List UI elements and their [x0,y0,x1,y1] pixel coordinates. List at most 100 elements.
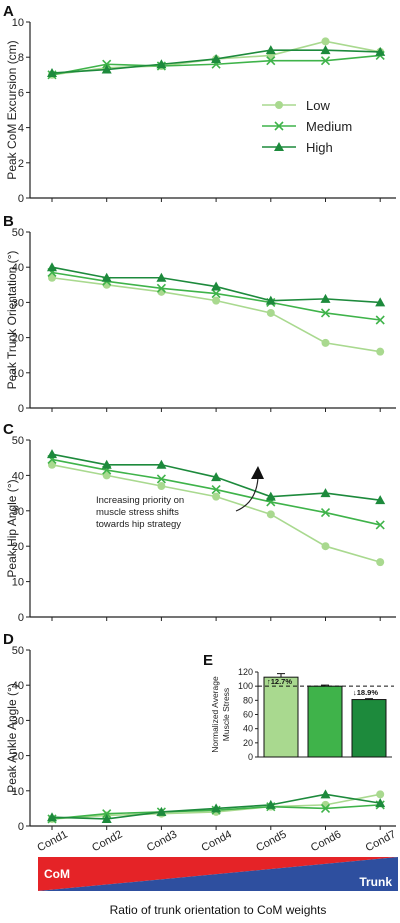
x-tick-label: Cond6 [309,828,343,854]
x-tick-label: Cond4 [200,828,234,854]
y-tick-label: 8 [18,52,24,64]
data-point-high [211,53,222,63]
y-tick-label: 10 [12,577,24,589]
y-tick-label: 6 [18,87,24,99]
data-point-low [266,510,275,519]
data-point-high [47,449,57,459]
x-tick-label: Cond2 [90,828,124,854]
inset-y-tick-label: 60 [243,710,253,720]
data-point-high [211,472,222,482]
legend-label-high: High [306,140,333,155]
annotation-line-1: Increasing priority on [96,495,184,506]
panel-letter-d: D [3,631,14,648]
panel-letter-e: E [203,652,213,669]
inset-y-label-line-2: Muscle Stress [221,688,231,741]
x-tick-label: Cond1 [35,828,69,854]
data-point-low [157,482,166,491]
data-point-medium [375,520,385,530]
data-point-low [376,790,385,799]
data-point-low [321,338,330,347]
data-point-high [156,459,167,469]
y-tick-label: 0 [18,403,24,415]
panel-letter-a: A [3,3,14,20]
data-point-medium [211,484,221,495]
y-tick-label: 0 [18,612,24,624]
annotation-line-2: muscle stress shifts [96,507,179,518]
data-point-low [376,347,385,356]
data-point-high [156,59,167,69]
inset-bar-medium [307,685,343,758]
data-point-low [266,308,275,317]
legend-marker-medium [274,121,284,131]
data-point-high [320,789,331,799]
data-point-high [156,272,167,282]
data-point-high [375,46,386,56]
inset-y-tick-label: 40 [243,724,253,734]
y-tick-label: 10 [12,786,24,798]
y-tick-label: 10 [12,17,24,29]
y-tick-label: 20 [12,333,24,345]
inset-bar-high [351,699,387,758]
ratio-right-label: Trunk [359,875,392,889]
legend-marker-high [274,142,284,151]
inset-y-tick-label: 120 [238,667,253,677]
inset-y-tick-label: 100 [238,681,253,691]
data-point-medium [102,59,112,69]
inset-label-increase: ↑12.7% [267,677,292,686]
data-point-medium [320,56,331,66]
data-point-high [265,45,276,55]
annotation-arrow [235,477,259,512]
panel-b: B 0 10 20 30 40 50 Peak Trunk Orientation (°) [3,213,396,415]
annotation-line-3: towards hip strategy [96,519,181,530]
data-point-high [156,806,167,816]
data-point-low [376,558,385,567]
data-point-medium [375,315,385,325]
legend-label-medium: Medium [306,119,352,134]
y-tick-label: 50 [12,645,24,657]
data-point-high [101,272,112,282]
data-point-medium [320,803,331,813]
data-point-medium [320,508,331,518]
data-point-medium [156,283,166,293]
y-tick-label: 40 [12,470,24,482]
inset-y-tick-label: 0 [248,752,253,762]
data-point-high [375,798,386,808]
data-point-low [321,542,330,551]
data-point-high [211,803,222,813]
y-tick-label: 4 [18,123,24,135]
y-tick-label: 0 [18,193,24,205]
data-point-medium [266,56,276,66]
data-point-high [320,45,331,55]
hip-annotation: Increasing priority on muscle stress shi… [96,466,264,530]
inset-bar-chart: E 0 20 40 60 80 100 120 Normalized Average Muscle… [203,652,394,762]
data-point-high [101,813,112,823]
y-axis-label: Peak CoM Excursion (cm) [5,40,19,179]
y-tick-label: 2 [18,158,24,170]
inset-y-tick-label: 80 [243,695,253,705]
x-tick-label: Cond5 [254,828,288,854]
data-point-high [101,64,112,74]
data-point-high [265,295,276,305]
y-tick-label: 10 [12,368,24,380]
data-point-low [321,37,330,46]
data-point-medium [211,289,221,299]
data-point-high [375,495,386,505]
data-point-high [265,799,276,809]
y-tick-label: 20 [12,751,24,763]
y-tick-label: 30 [12,715,24,727]
x-axis-labels: Cond1 Cond2 Cond3 Cond4 Cond5 Cond6 Cond7 [35,828,397,854]
panel-a: A 0 2 4 6 8 10 Peak CoM Excursion (cm) [3,3,396,205]
inset-y-label-line-1: Normalized Average [210,676,220,753]
data-point-medium [320,308,331,318]
data-point-high [101,459,112,469]
panel-letter-c: C [3,421,14,438]
data-point-high [47,262,57,272]
data-point-low [48,273,56,282]
y-axis-label: Peak Trunk Orientation (°) [5,251,19,390]
y-tick-label: 50 [12,227,24,239]
data-point-high [320,293,331,303]
y-axis-label: Peak Ankle Angle (°) [5,683,19,793]
inset-y-tick-label: 20 [243,738,253,748]
